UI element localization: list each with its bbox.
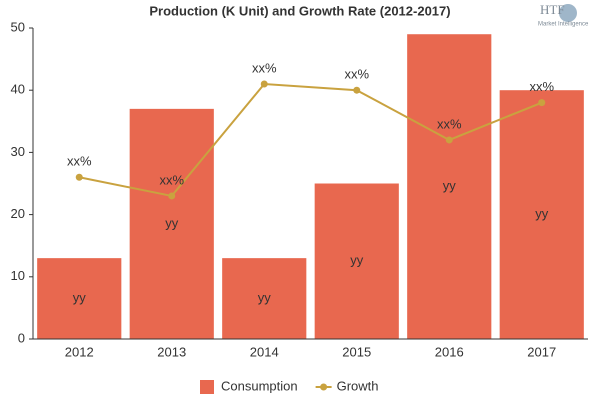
bar-label: yy: [443, 178, 457, 193]
line-label: xx%: [437, 116, 462, 131]
growth-point: [445, 136, 453, 144]
growth-point: [168, 192, 176, 200]
y-tick-label: 20: [11, 206, 25, 221]
x-tick-label: 2012: [65, 344, 94, 359]
x-tick-label: 2016: [435, 344, 464, 359]
bar: [37, 258, 122, 339]
bar-label: yy: [165, 215, 179, 230]
bar: [314, 183, 399, 339]
growth-point: [538, 99, 546, 107]
logo-subtext: Market Intelligence: [538, 22, 589, 28]
bar: [129, 108, 214, 339]
x-tick-label: 2017: [527, 344, 556, 359]
logo: HTF Market Intelligence: [538, 2, 589, 28]
growth-line: [79, 82, 543, 198]
line-label: xx%: [159, 172, 184, 187]
logo-text: HTF: [540, 2, 565, 17]
bar: [222, 258, 307, 339]
line-label: xx%: [67, 154, 92, 169]
line-label: xx%: [252, 60, 277, 75]
line-label: xx%: [344, 67, 369, 82]
logo-icon: [559, 4, 577, 22]
legend-swatch-dot: [320, 383, 328, 391]
y-tick-label: 0: [18, 330, 25, 345]
x-tick-label: 2014: [250, 344, 279, 359]
bar: [407, 34, 492, 339]
growth-point: [260, 80, 268, 88]
y-tick-label: 30: [11, 144, 25, 159]
legend-label: Consumption: [221, 378, 298, 393]
x-tick-label: 2013: [157, 344, 186, 359]
growth-point: [353, 86, 361, 94]
bar: [499, 90, 584, 339]
x-tick-label: 2015: [342, 344, 371, 359]
y-tick-label: 10: [11, 268, 25, 283]
bar-label: yy: [350, 253, 364, 268]
chart-title: Production (K Unit) and Growth Rate (201…: [149, 3, 450, 18]
y-tick-label: 40: [11, 82, 25, 97]
growth-point: [75, 173, 83, 181]
bar-label: yy: [535, 206, 549, 221]
bar-label: yy: [258, 290, 272, 305]
legend-swatch: [200, 380, 214, 394]
y-tick-label: 50: [11, 19, 25, 34]
line-label: xx%: [529, 79, 554, 94]
legend-label: Growth: [337, 378, 379, 393]
bar-label: yy: [73, 290, 87, 305]
